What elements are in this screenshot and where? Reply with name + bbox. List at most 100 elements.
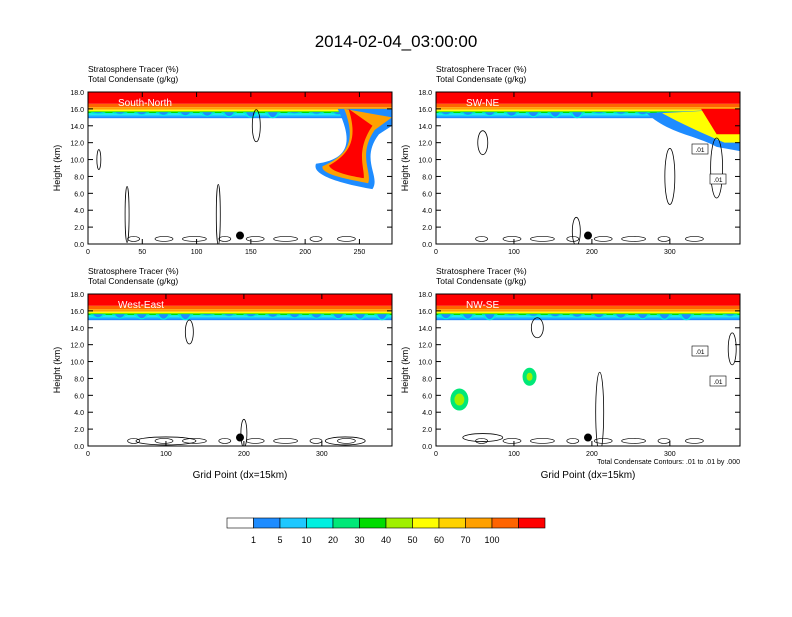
panel-title-line1: Stratosphere Tracer (%) [88,266,179,276]
tracer-band-4 [436,111,740,114]
condensate-contour-3 [324,436,366,446]
tracer-band-6 [436,114,740,117]
x-tick-label: 200 [586,451,598,458]
condensate-contour-3 [477,130,489,156]
colorbar-level-label: 20 [328,535,338,545]
panel-title-line1: Stratosphere Tracer (%) [436,64,527,74]
tracer-band-3 [436,109,740,112]
tracer-band-1 [88,103,392,108]
condensate-contour-low [502,236,522,242]
panel-title-line2: Total Condensate (g/kg) [88,276,178,286]
condensate-contour-3 [96,149,102,170]
condensate-contour-low [182,236,207,242]
tracer-intrusion-core [329,108,373,179]
condensate-contour-low [182,438,207,444]
tracer-blob-core-0 [454,393,465,406]
tracer-blob-core-1 [526,372,533,381]
tracer-band-2 [88,107,392,110]
tracer-band-2 [88,309,392,312]
tropopause-dip [484,314,495,320]
y-tick-label: 0.0 [74,444,84,451]
y-tick-label: 2.0 [422,427,432,434]
tropopause-dip [224,314,235,316]
contour-label-box [709,375,727,387]
contour-note: Total Condensate Contours: .01 to .01 by… [597,459,740,466]
tropopause-dip [377,314,387,320]
tropopause-dip [355,314,366,319]
x-tick-label: 0 [86,249,90,256]
tropopause-dip [180,314,191,320]
y-tick-label: 0.0 [74,242,84,249]
contour-value-label: .01 [691,345,709,357]
y-tick-label: 4.0 [422,410,432,417]
y-tick-label: 0.0 [422,242,432,249]
y-tick-label: 10.0 [418,360,432,367]
y-tick-label: 18.0 [418,90,432,97]
contour-label-text: .01 [713,379,722,386]
panel-south-north: South-North 0.0 2.0 4.0 6.0 8.0 10.0 12.0 14.0 16… [52,64,393,256]
y-tick-label: 6.0 [422,191,432,198]
y-tick-label: 14.0 [70,124,84,131]
plot-frame [87,91,393,245]
y-axis-label: Height (km) [52,145,62,192]
condensate-contour-low [273,438,298,444]
location-marker [584,231,592,240]
tracer-band-4 [88,313,392,316]
tropopause-dip [703,314,714,316]
x-tick-label: 100 [508,249,520,256]
tracer-band-7 [436,318,740,321]
colorbar-cell-0 [226,517,254,529]
y-tick-label: 12.0 [418,141,432,148]
colorbar-level-label: 60 [434,535,444,545]
tropopause-dip [593,112,604,114]
tropopause-dip [484,112,495,116]
tropopause-dip [93,314,103,318]
y-tick-label: 8.0 [74,174,84,181]
y-tick-label: 10.0 [418,158,432,165]
condensate-contour-low [475,236,488,242]
tracer-band-7 [88,116,392,119]
colorbar-cell-9 [465,517,493,529]
tropopause-dip [550,314,561,317]
y-tick-label: 18.0 [418,292,432,299]
y-tick-label: 2.0 [422,225,432,232]
tropopause-dip [528,112,539,117]
tropopause-dip [114,314,125,318]
colorbar-cell-4 [332,517,360,529]
tropopause-dip [615,314,626,318]
condensate-contour-low [127,438,140,444]
panel-label: NW-SE [466,300,499,311]
tropopause-dip [637,112,648,115]
y-tick-label: 12.0 [418,343,432,350]
x-axis-label: Grid Point (dx=15km) [193,470,288,481]
tracer-band-3 [88,311,392,314]
colorbar-level-label: 70 [460,535,470,545]
condensate-contour-low [245,236,265,242]
tropopause-dip [615,112,626,114]
colorbar-cell-10 [491,517,519,529]
condensate-contour-0 [571,216,581,244]
x-tick-label: 0 [434,249,438,256]
tropopause-dip [441,112,451,115]
y-tick-label: 10.0 [70,158,84,165]
tracer-band-2 [436,309,740,312]
y-tick-label: 14.0 [70,326,84,333]
condensate-contour-1 [215,184,221,244]
condensate-contour-low [154,438,174,444]
y-tick-label: 14.0 [418,326,432,333]
x-tick-label: 150 [245,249,257,256]
y-tick-label: 16.0 [418,309,432,316]
condensate-contour-0 [124,186,130,243]
y-tick-label: 16.0 [70,309,84,316]
x-tick-label: 100 [508,451,520,458]
condensate-contour-0 [595,371,605,446]
tracer-band-1 [436,103,740,108]
y-tick-label: 8.0 [422,376,432,383]
condensate-contour-low [657,236,671,242]
colorbar-cell-6 [385,517,413,529]
panel-title-line1: Stratosphere Tracer (%) [436,266,527,276]
tracer-band-1 [88,305,392,310]
tropopause-dip [725,314,735,316]
y-tick-label: 6.0 [74,191,84,198]
y-tick-label: 4.0 [74,410,84,417]
